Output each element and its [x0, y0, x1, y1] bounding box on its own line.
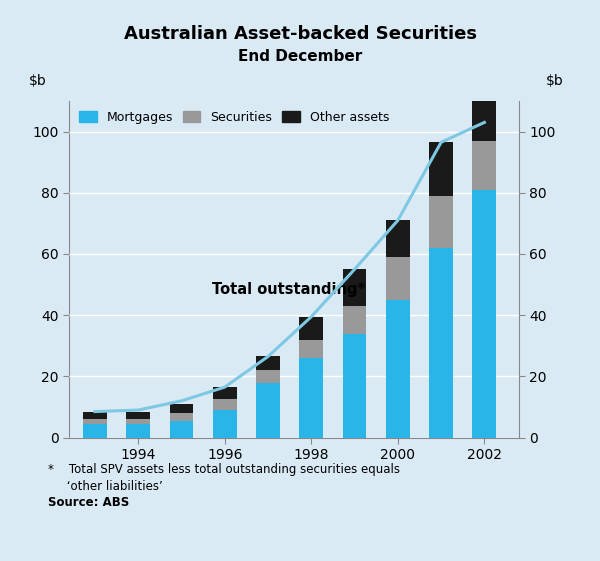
Bar — [299, 317, 323, 339]
Bar — [83, 424, 107, 438]
Bar — [256, 370, 280, 383]
Bar — [256, 383, 280, 438]
Legend: Mortgages, Securities, Other assets: Mortgages, Securities, Other assets — [75, 107, 393, 128]
Bar — [343, 269, 367, 306]
Text: *    Total SPV assets less total outstanding securities equals: * Total SPV assets less total outstandin… — [48, 463, 400, 476]
Text: $b: $b — [546, 73, 564, 88]
Bar — [386, 300, 410, 438]
Bar — [256, 356, 280, 370]
Bar — [472, 101, 496, 141]
Bar — [343, 306, 367, 334]
Bar — [343, 334, 367, 438]
Bar — [299, 339, 323, 358]
Bar — [127, 412, 150, 419]
Bar — [386, 220, 410, 257]
Text: Total outstanding*: Total outstanding* — [212, 282, 365, 297]
Bar — [83, 412, 107, 419]
Bar — [429, 248, 453, 438]
Text: $b: $b — [29, 73, 46, 88]
Bar — [170, 421, 193, 438]
Bar — [170, 413, 193, 421]
Bar — [472, 190, 496, 438]
Bar — [83, 419, 107, 424]
Bar — [299, 358, 323, 438]
Bar — [127, 424, 150, 438]
Bar — [213, 410, 236, 438]
Bar — [429, 142, 453, 196]
Bar — [429, 196, 453, 248]
Text: End December: End December — [238, 49, 362, 64]
Text: Source: ABS: Source: ABS — [48, 496, 129, 509]
Bar — [386, 257, 410, 300]
Text: Australian Asset-backed Securities: Australian Asset-backed Securities — [124, 25, 476, 43]
Bar — [213, 399, 236, 410]
Bar — [472, 141, 496, 190]
Bar — [127, 419, 150, 424]
Text: ‘other liabilities’: ‘other liabilities’ — [48, 480, 163, 493]
Bar — [170, 404, 193, 413]
Bar — [213, 387, 236, 399]
